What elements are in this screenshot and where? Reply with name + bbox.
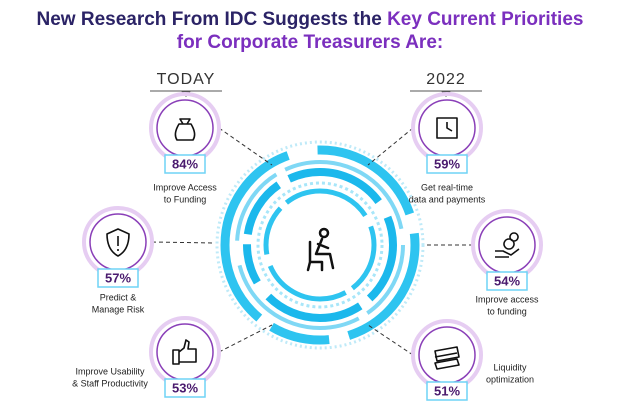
priority-item: 54% Improve access to funding xyxy=(425,209,543,316)
item-label: Get real-time xyxy=(421,182,473,192)
priority-item: 53% Improve Usability & Staff Productivity xyxy=(72,316,273,398)
item-label: to funding xyxy=(487,306,527,316)
percent-box xyxy=(97,268,139,288)
item-label: optimization xyxy=(486,374,534,384)
icon xyxy=(434,346,460,370)
icon-circle xyxy=(156,323,214,381)
icon-circle xyxy=(156,99,214,157)
priority-item: 84% Improve Access to Funding xyxy=(149,92,273,204)
item-label: data and payments xyxy=(409,194,486,204)
percent-box xyxy=(426,154,468,174)
priority-item: 57% Predict & Manage Risk xyxy=(82,206,216,314)
connector xyxy=(218,324,273,353)
seated-person-icon xyxy=(306,227,335,272)
percent: 51% xyxy=(434,383,460,398)
icon-circle xyxy=(478,216,536,274)
column-header: TODAY xyxy=(157,71,216,88)
percent-box xyxy=(164,378,206,398)
title-dark: New Research From IDC Suggests the xyxy=(37,9,382,30)
icon xyxy=(436,117,458,139)
item-label: Improve Access xyxy=(153,182,217,192)
connector xyxy=(367,127,414,166)
percent: 53% xyxy=(172,380,198,395)
connector xyxy=(218,127,273,166)
percent-box xyxy=(164,154,206,174)
connector xyxy=(367,324,414,356)
title-line-1: New Research From IDC Suggests the Key C… xyxy=(37,9,584,30)
title-line-2: for Corporate Treasurers Are: xyxy=(177,32,443,53)
percent: 54% xyxy=(494,273,520,288)
item-label: Manage Risk xyxy=(92,304,145,314)
percent-box xyxy=(426,381,468,401)
item-label: Improve Usability xyxy=(75,366,145,376)
item-label: Liquidity xyxy=(493,362,527,372)
icon xyxy=(172,339,197,365)
percent: 57% xyxy=(105,270,131,285)
icon xyxy=(495,232,520,258)
priority-item: 51% Liquidity optimization xyxy=(367,319,534,401)
priority-item: 59% Get real-time data and payments xyxy=(367,92,486,204)
title-accent: Key Current Priorities xyxy=(387,9,583,30)
center-rings xyxy=(215,140,425,350)
percent-box xyxy=(486,271,528,291)
item-label: Predict & xyxy=(100,292,137,302)
percent: 84% xyxy=(172,156,198,171)
percent: 59% xyxy=(434,156,460,171)
icon xyxy=(174,118,196,141)
column-header: 2022 xyxy=(426,71,466,88)
icon xyxy=(106,228,130,257)
item-label: to Funding xyxy=(164,194,207,204)
item-label: Improve access xyxy=(475,294,539,304)
connector xyxy=(151,241,216,244)
item-label: & Staff Productivity xyxy=(72,378,148,388)
